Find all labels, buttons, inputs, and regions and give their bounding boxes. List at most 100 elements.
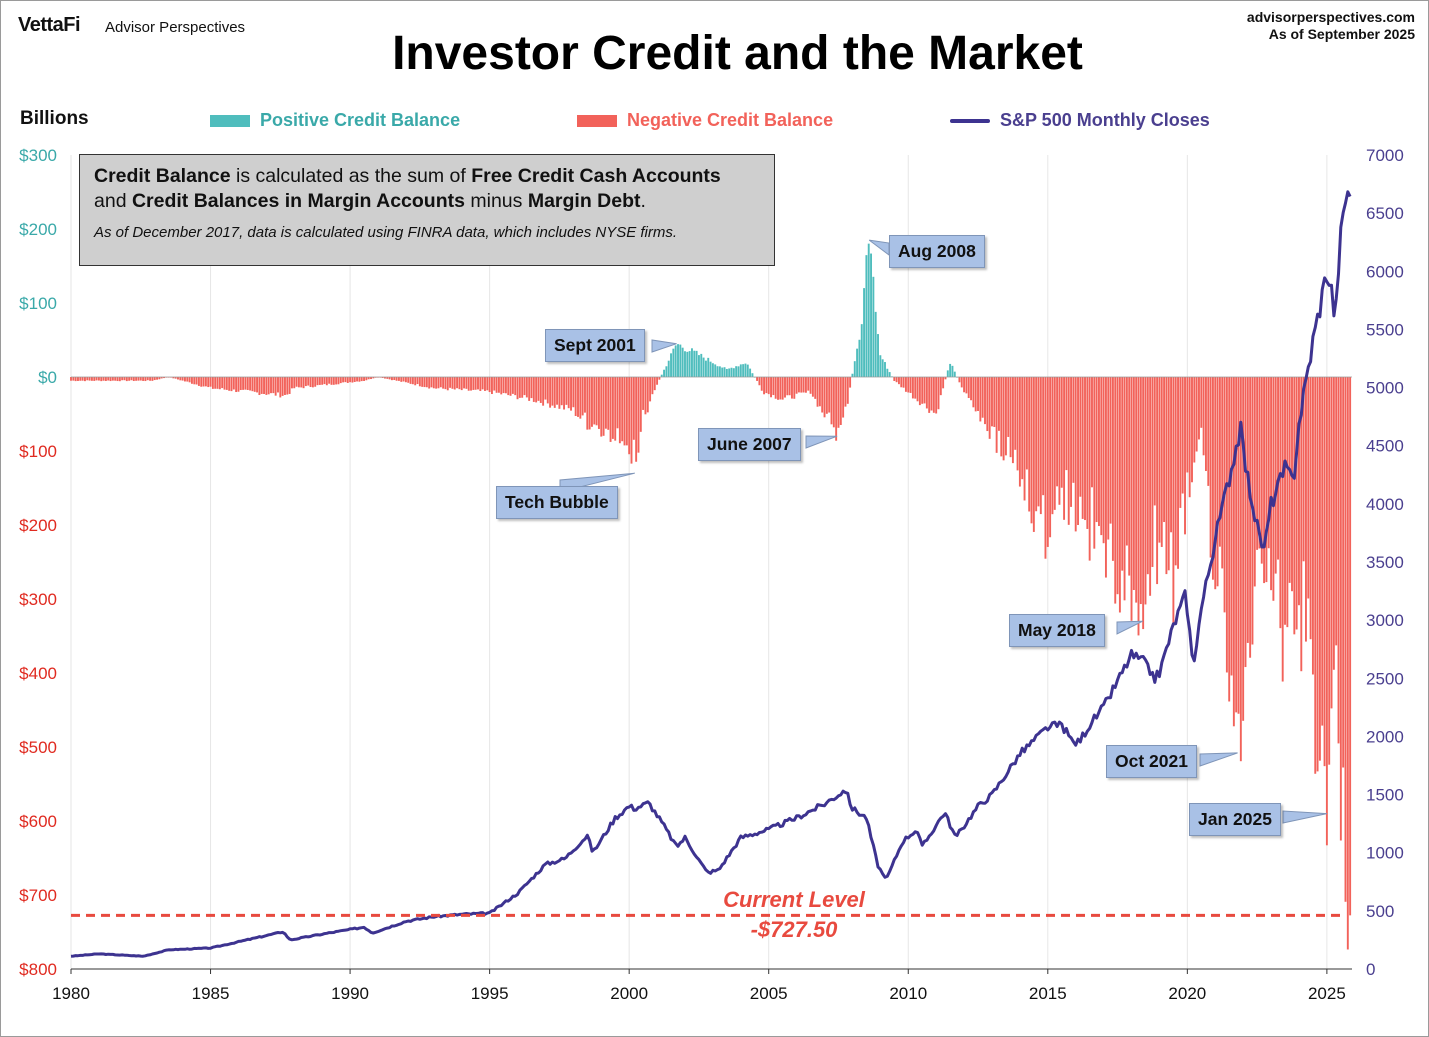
negative-credit-bar	[928, 377, 931, 413]
positive-credit-bar	[858, 339, 861, 377]
negative-credit-bar	[318, 377, 321, 385]
positive-credit-bar	[860, 324, 863, 377]
negative-credit-bar	[225, 377, 228, 390]
negative-credit-bar	[1077, 377, 1079, 525]
positive-credit-bar	[700, 353, 703, 377]
negative-credit-bar	[1030, 377, 1033, 524]
negative-credit-bar	[974, 377, 977, 412]
negative-credit-bar	[486, 377, 489, 391]
left-tick-label: $700	[19, 886, 57, 905]
negative-credit-bar	[144, 377, 147, 382]
negative-credit-bar	[365, 377, 368, 381]
negative-credit-bar	[1011, 377, 1014, 464]
negative-credit-bar	[544, 377, 547, 400]
negative-credit-bar	[488, 377, 491, 393]
note-line-3: As of December 2017, data is calculated …	[94, 224, 678, 241]
negative-credit-bar	[190, 377, 193, 384]
negative-credit-bar	[621, 377, 624, 442]
negative-credit-bar	[490, 377, 493, 395]
callout-aug-2008: Aug 2008	[889, 235, 985, 268]
negative-credit-bar	[551, 377, 554, 406]
negative-credit-bar	[1060, 377, 1063, 488]
negative-credit-bar	[453, 377, 456, 390]
negative-credit-bar	[837, 377, 840, 428]
negative-credit-bar	[204, 377, 207, 387]
negative-credit-bar	[1179, 377, 1182, 508]
negative-credit-bar	[1053, 377, 1056, 510]
negative-credit-bar	[1258, 377, 1261, 549]
negative-credit-bar	[832, 377, 835, 428]
negative-credit-bar	[556, 377, 559, 405]
negative-credit-bar	[630, 377, 633, 464]
negative-credit-bar	[339, 377, 342, 384]
negative-credit-bar	[1337, 377, 1340, 744]
note-term-free-credit: Free Credit Cash Accounts	[471, 165, 721, 187]
positive-credit-bar	[716, 366, 719, 377]
negative-credit-bar	[328, 377, 331, 384]
positive-credit-bar	[870, 253, 872, 377]
negative-credit-bar	[439, 377, 442, 388]
negative-credit-bar	[1216, 377, 1219, 587]
chart-title: Investor Credit and the Market	[392, 27, 1083, 80]
note-text: minus	[464, 190, 528, 212]
negative-credit-bar	[186, 377, 189, 382]
negative-credit-bar	[1209, 377, 1212, 558]
negative-credit-bar	[649, 377, 652, 402]
negative-credit-bar	[849, 377, 852, 388]
negative-credit-bar	[1244, 377, 1247, 668]
negative-credit-bar	[421, 377, 424, 387]
negative-credit-bar	[1144, 377, 1147, 605]
negative-credit-bar	[1016, 377, 1019, 471]
negative-credit-bar	[1098, 377, 1100, 527]
negative-credit-bar	[1246, 377, 1249, 643]
negative-credit-bar	[258, 377, 261, 396]
positive-credit-bar	[725, 368, 728, 377]
negative-credit-bar	[611, 377, 614, 439]
negative-credit-bar	[335, 377, 338, 385]
right-tick-label: 2000	[1366, 727, 1404, 746]
negative-credit-bar	[572, 377, 575, 408]
negative-credit-bar	[274, 377, 277, 396]
right-tick-label: 1500	[1366, 786, 1404, 805]
negative-credit-bar	[128, 377, 131, 381]
negative-credit-bar	[984, 377, 986, 425]
negative-credit-bar	[774, 377, 777, 399]
negative-credit-bar	[137, 377, 140, 381]
negative-credit-bar	[1298, 377, 1300, 606]
negative-credit-bar	[135, 377, 138, 381]
positive-credit-bar	[684, 351, 686, 377]
negative-credit-bar	[1193, 377, 1196, 463]
negative-credit-bar	[1321, 377, 1324, 726]
negative-credit-bar	[779, 377, 782, 400]
negative-credit-bar	[402, 377, 405, 382]
negative-credit-bar	[314, 377, 317, 387]
negative-credit-bar	[381, 377, 384, 378]
negative-credit-bar	[246, 377, 249, 390]
positive-credit-bar	[951, 365, 954, 377]
negative-credit-bar	[1063, 377, 1066, 520]
negative-credit-bar	[300, 377, 303, 388]
x-tick-label: 2020	[1168, 984, 1206, 1003]
negative-credit-bar	[770, 377, 772, 398]
negative-credit-bar	[1177, 377, 1179, 569]
negative-credit-bar	[449, 377, 452, 388]
negative-credit-bar	[777, 377, 779, 400]
note-box: Credit Balance is calculated as the sum …	[79, 154, 775, 266]
negative-credit-bar	[802, 377, 805, 393]
negative-credit-bar	[1346, 377, 1349, 950]
positive-credit-bar	[886, 368, 889, 377]
negative-credit-bar	[772, 377, 775, 396]
positive-credit-bar	[693, 350, 696, 377]
negative-credit-bar	[1279, 377, 1282, 629]
positive-credit-bar	[697, 355, 700, 377]
positive-credit-bar	[714, 364, 717, 377]
positive-credit-bar	[709, 361, 712, 377]
as-of-date: As of September 2025	[1268, 26, 1415, 42]
negative-credit-bar	[507, 377, 510, 396]
negative-credit-bar	[239, 377, 242, 391]
negative-credit-bar	[514, 377, 517, 396]
negative-credit-bar	[579, 377, 582, 419]
positive-credit-bar	[728, 368, 731, 377]
negative-credit-bar	[767, 377, 770, 395]
negative-credit-bar	[1023, 377, 1026, 501]
